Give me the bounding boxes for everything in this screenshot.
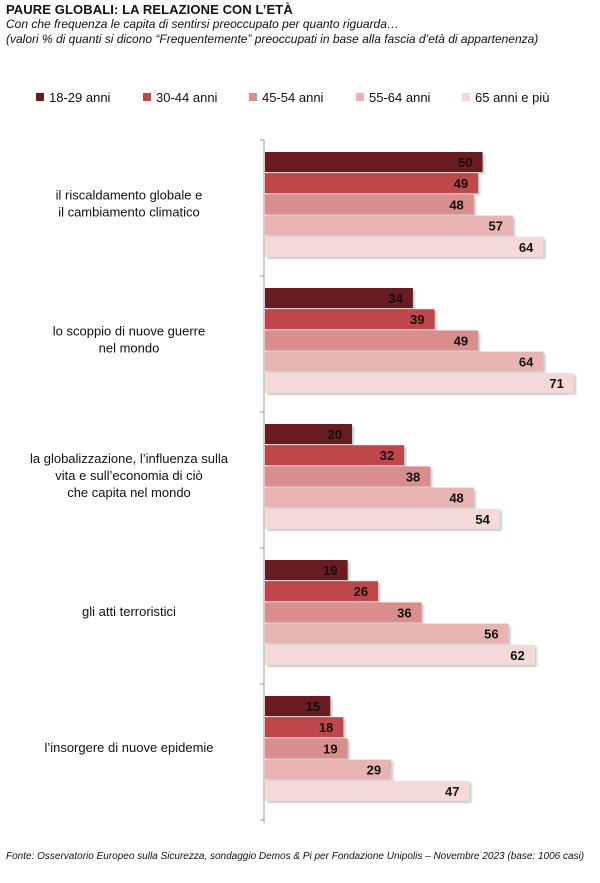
- bar: [265, 623, 509, 644]
- bar: [265, 330, 479, 351]
- bar: [265, 644, 535, 665]
- legend-label: 18-29 anni: [49, 89, 111, 105]
- data-label: 15: [306, 699, 320, 714]
- legend-swatch: [36, 93, 44, 101]
- bar: [265, 236, 544, 257]
- chart-note: (valori % di quanti si dicono “Frequente…: [6, 32, 539, 46]
- bar: [265, 351, 544, 372]
- chart-title: PAURE GLOBALI: LA RELAZIONE CON L’ETÀ: [6, 2, 293, 17]
- legend-item: 30-44 anni: [143, 88, 217, 106]
- legend-item: 45-54 anni: [249, 88, 323, 106]
- bar: [265, 581, 379, 602]
- data-label: 20: [328, 427, 342, 442]
- bar: [265, 194, 474, 215]
- bar: [265, 780, 470, 801]
- bar: [265, 508, 500, 529]
- data-label: 64: [519, 355, 534, 370]
- category-label-line: lo scoppio di nuove guerre: [53, 324, 206, 339]
- data-label: 48: [449, 197, 463, 212]
- category-label: il riscaldamento globale e il cambiamento…: [56, 188, 203, 220]
- bar: [265, 602, 422, 623]
- bar: [265, 738, 348, 759]
- data-label: 39: [410, 312, 424, 327]
- category-label: la globalizzazione, l’influenza sulla vit…: [30, 451, 229, 500]
- category-label-line: la globalizzazione, l’influenza sulla: [30, 451, 229, 466]
- data-label: 56: [484, 627, 498, 642]
- bar: [265, 560, 348, 580]
- data-label: 32: [380, 448, 394, 463]
- data-label: 38: [406, 469, 420, 484]
- data-label: 57: [488, 219, 502, 234]
- legend-label: 55-64 anni: [369, 89, 431, 105]
- bar: [265, 445, 405, 466]
- data-label: 34: [388, 291, 403, 306]
- category-label: lo scoppio di nuove guerre nel mondo: [53, 324, 206, 356]
- category-label-line: vita e sull’economia di ciò: [55, 468, 202, 483]
- legend: 18-29 anni 30-44 anni 45-54 anni 55-64 anni…: [36, 88, 596, 106]
- data-label: 64: [519, 240, 534, 255]
- category-label-line: il cambiamento climatico: [58, 205, 200, 220]
- bar: [265, 372, 574, 393]
- data-label: 49: [454, 333, 468, 348]
- chart-subtitle: Con che frequenza le capita di sentirsi …: [6, 17, 399, 31]
- data-label: 47: [445, 784, 459, 799]
- legend-swatch: [462, 93, 470, 101]
- data-label: 19: [323, 563, 337, 578]
- category-label-line: l’insorgere di nuove epidemie: [44, 740, 213, 755]
- bar: [265, 424, 352, 444]
- category-label-line: che capita nel mondo: [67, 485, 191, 500]
- data-label: 29: [367, 763, 381, 778]
- data-label: 62: [510, 648, 524, 663]
- data-label: 36: [397, 605, 411, 620]
- bar: [265, 466, 431, 487]
- bar: [265, 759, 392, 780]
- category-label: gli atti terroristici: [82, 604, 176, 619]
- data-label: 50: [458, 155, 472, 170]
- bar: [265, 717, 344, 738]
- data-label: 71: [549, 376, 563, 391]
- legend-label: 45-54 anni: [262, 89, 324, 105]
- legend-item: 55-64 anni: [356, 88, 430, 106]
- category-label: l’insorgere di nuove epidemie: [44, 740, 213, 755]
- bar: [265, 487, 474, 508]
- legend-swatch: [249, 93, 257, 101]
- category-label-line: nel mondo: [99, 341, 160, 356]
- data-label: 26: [354, 584, 368, 599]
- bar: [265, 173, 479, 194]
- bar: [265, 309, 435, 330]
- category-label-line: gli atti terroristici: [82, 604, 176, 619]
- data-label: 18: [319, 720, 333, 735]
- legend-label: 30-44 anni: [156, 89, 218, 105]
- bar: [265, 215, 513, 236]
- data-label: 54: [475, 512, 490, 527]
- legend-item: 65 anni e più: [462, 88, 549, 106]
- category-label-line: il riscaldamento globale e: [56, 188, 203, 203]
- legend-label: 65 anni e più: [475, 89, 550, 105]
- data-label: 19: [323, 741, 337, 756]
- bar: [265, 288, 413, 308]
- legend-item: 18-29 anni: [36, 88, 110, 106]
- legend-swatch: [356, 93, 364, 101]
- data-label: 49: [454, 176, 468, 191]
- legend-swatch: [143, 93, 151, 101]
- bar: [265, 152, 483, 172]
- source-note: Fonte: Osservatorio Europeo sulla Sicure…: [6, 851, 585, 862]
- data-label: 48: [449, 491, 463, 506]
- bar: [265, 696, 331, 716]
